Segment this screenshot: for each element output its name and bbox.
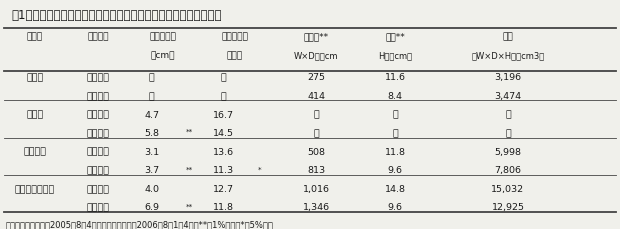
- Text: 4.0: 4.0: [144, 185, 159, 194]
- Text: 品種名: 品種名: [27, 32, 43, 41]
- Text: らんらんチップ: らんらんチップ: [15, 185, 55, 194]
- Text: 13.6: 13.6: [213, 148, 234, 157]
- Text: 11.6: 11.6: [385, 74, 406, 82]
- Text: 培土方法: 培土方法: [87, 32, 109, 41]
- Text: W×D　（cm: W×D （cm: [294, 51, 339, 60]
- Text: 11.8: 11.8: [213, 204, 234, 213]
- Text: －: －: [149, 74, 154, 82]
- Text: 高さ**: 高さ**: [386, 32, 405, 41]
- Text: 275: 275: [307, 74, 325, 82]
- Text: －: －: [221, 74, 226, 82]
- Text: （cm）: （cm）: [151, 51, 175, 60]
- Text: 15,032: 15,032: [492, 185, 525, 194]
- Text: －: －: [313, 129, 319, 138]
- Text: 慣行培土: 慣行培土: [87, 92, 110, 101]
- Text: 11.3: 11.3: [213, 166, 234, 175]
- Text: －: －: [392, 111, 398, 120]
- Text: 早期培土: 早期培土: [87, 185, 110, 194]
- Text: 12.7: 12.7: [213, 185, 234, 194]
- Text: 早期培土: 早期培土: [87, 74, 110, 82]
- Text: 8.4: 8.4: [388, 92, 403, 101]
- Text: 414: 414: [307, 92, 325, 101]
- Text: 3,474: 3,474: [494, 92, 521, 101]
- Text: 16.7: 16.7: [213, 111, 234, 120]
- Text: （本）: （本）: [226, 51, 242, 60]
- Text: －: －: [149, 92, 154, 101]
- Text: 慣行培土: 慣行培土: [87, 204, 110, 213]
- Text: 7,806: 7,806: [495, 166, 521, 175]
- Text: 4.7: 4.7: [144, 111, 159, 120]
- Text: **: **: [186, 166, 193, 172]
- Text: 表1　培土の違いによる株当りのストロン長と数および塊茎分布域: 表1 培土の違いによる株当りのストロン長と数および塊茎分布域: [12, 9, 223, 22]
- Text: ストロン長: ストロン長: [149, 32, 176, 41]
- Text: －: －: [505, 111, 511, 120]
- Text: 注）ストロン調査：2005年8月4日、塊茎分布調査：2006年8月1～4日、**：1%有意、*：5%有意: 注）ストロン調査：2005年8月4日、塊茎分布調査：2006年8月1～4日、**…: [6, 221, 273, 229]
- Text: 508: 508: [307, 148, 325, 157]
- Text: トヨシロ: トヨシロ: [23, 148, 46, 157]
- Text: 9.6: 9.6: [388, 166, 403, 175]
- Text: 6.9: 6.9: [144, 204, 159, 213]
- Text: （W×D×H　（cm3）: （W×D×H （cm3）: [471, 51, 544, 60]
- Text: ストロン数: ストロン数: [221, 32, 248, 41]
- Text: －: －: [392, 129, 398, 138]
- Text: 慣行培土: 慣行培土: [87, 166, 110, 175]
- Text: 3.1: 3.1: [144, 148, 159, 157]
- Text: 底面積**: 底面積**: [304, 32, 329, 41]
- Text: 男爵薯: 男爵薯: [26, 74, 43, 82]
- Text: －: －: [313, 111, 319, 120]
- Text: *: *: [257, 166, 261, 172]
- Text: －: －: [505, 129, 511, 138]
- Text: 早期培土: 早期培土: [87, 111, 110, 120]
- Text: 体積: 体積: [503, 32, 513, 41]
- Text: 813: 813: [307, 166, 326, 175]
- Text: さやか: さやか: [26, 111, 43, 120]
- Text: 5.8: 5.8: [144, 129, 159, 138]
- Text: 9.6: 9.6: [388, 204, 403, 213]
- Text: 5,998: 5,998: [495, 148, 521, 157]
- Text: 11.8: 11.8: [385, 148, 406, 157]
- Text: **: **: [186, 129, 193, 135]
- Text: －: －: [221, 92, 226, 101]
- Text: 早期培土: 早期培土: [87, 148, 110, 157]
- Text: 12,925: 12,925: [492, 204, 525, 213]
- Text: 1,346: 1,346: [303, 204, 330, 213]
- Text: 3.7: 3.7: [144, 166, 159, 175]
- Text: 14.5: 14.5: [213, 129, 234, 138]
- Text: **: **: [186, 204, 193, 210]
- Text: H　（cm）: H （cm）: [378, 51, 412, 60]
- Text: 慣行培土: 慣行培土: [87, 129, 110, 138]
- Text: 3,196: 3,196: [494, 74, 521, 82]
- Text: 14.8: 14.8: [385, 185, 406, 194]
- Text: 1,016: 1,016: [303, 185, 330, 194]
